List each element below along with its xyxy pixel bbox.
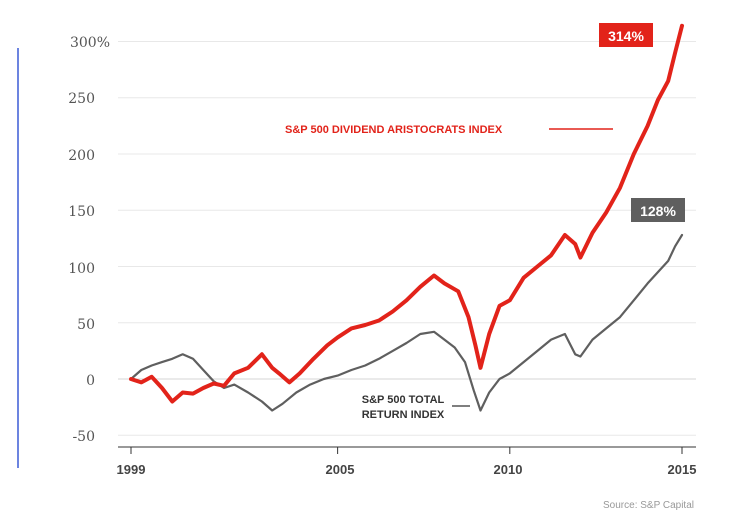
x-tick-label: 2005 <box>326 462 355 477</box>
y-tick-label: 100 <box>68 261 95 277</box>
x-tick-label: 2015 <box>668 462 697 477</box>
red-end-badge-box <box>599 23 653 47</box>
gray-series-annotation: S&P 500 TOTAL RETURN INDEX <box>362 394 470 421</box>
y-tick-label: 200 <box>68 148 95 164</box>
x-tick-label: 2010 <box>494 462 523 477</box>
y-tick-label: 250 <box>68 91 95 107</box>
grid <box>118 41 696 436</box>
x-axis: 1999 2005 2010 2015 <box>117 446 697 477</box>
y-tick-label: 0 <box>86 373 95 389</box>
gray-series-label-line1: S&P 500 TOTAL <box>362 394 445 406</box>
y-tick-label: -50 <box>72 429 95 445</box>
gray-end-badge-text: 128% <box>640 203 676 219</box>
y-tick-label: 50 <box>77 317 95 333</box>
red-series-annotation: S&P 500 DIVIDEND ARISTOCRATS INDEX <box>285 124 613 136</box>
gray-end-badge-box <box>631 198 685 222</box>
y-axis: 300% 250 200 150 100 50 0 -50 <box>68 35 110 445</box>
total-return-series-line <box>129 233 684 412</box>
x-tick-label: 1999 <box>117 462 146 477</box>
source-note: Source: S&P Capital <box>603 500 694 511</box>
y-tick-label: 150 <box>68 204 95 220</box>
red-end-badge-text: 314% <box>608 28 644 44</box>
gray-series-label-line2: RETURN INDEX <box>362 409 445 421</box>
red-series-label: S&P 500 DIVIDEND ARISTOCRATS INDEX <box>285 124 503 136</box>
aristocrats-series-line <box>129 23 684 404</box>
y-tick-label: 300% <box>70 35 110 51</box>
x-tick-marks <box>130 447 683 454</box>
series-layer <box>129 23 684 412</box>
gray-end-badge: 128% <box>631 198 685 222</box>
red-end-badge: 314% <box>599 23 653 47</box>
